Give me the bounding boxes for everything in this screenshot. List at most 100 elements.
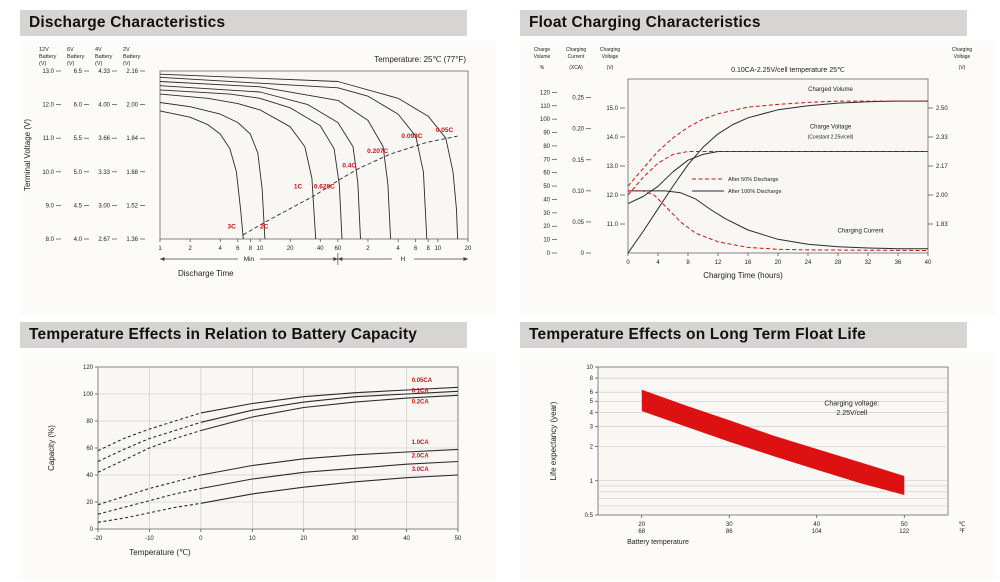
x-tick-label: 40: [317, 246, 324, 252]
y-tick-label: 60: [86, 446, 93, 452]
series-0.628C: [159, 89, 343, 240]
curve-label: 2C: [260, 224, 269, 231]
current-tick-label: 0.05: [572, 220, 584, 226]
volume-tick-label: 0: [547, 251, 551, 257]
x-tick-label: 4: [396, 246, 400, 252]
y-tick-label: 2: [590, 445, 594, 451]
panel-float-charging: Float Charging Characteristics Charge Vol…: [520, 10, 998, 315]
curve-label: 1.0CA: [412, 440, 430, 446]
axis-header: Voltage: [954, 54, 971, 60]
x-tick-label: 8: [249, 246, 253, 252]
y-tick-label: 8: [590, 376, 594, 382]
float-life-title: Temperature Effects on Long Term Float L…: [529, 326, 867, 343]
axis-span-label: H: [401, 256, 406, 263]
y-tick-label: 0.5: [585, 513, 594, 519]
volume-tick-label: 50: [543, 184, 550, 190]
x-tick-label: 28: [835, 260, 842, 266]
axis-unit: (V): [959, 65, 966, 71]
scale-header: (V): [123, 61, 131, 67]
y-axis-label: Capacity (%): [47, 425, 56, 471]
series-1.0CA-dashed: [97, 474, 202, 506]
series-3C: [159, 110, 244, 240]
series-0.207C: [159, 81, 392, 240]
x-axis-label: Charging Time (hours): [703, 271, 783, 280]
y-tick-label: 100: [83, 392, 94, 398]
x-tick-label: 20: [465, 246, 472, 252]
condition-note: 0.10CA-2.25V/cell temperature 25℃: [731, 67, 845, 74]
series-0.2CA: [200, 394, 459, 432]
x-axis-label: Battery temperature: [627, 539, 689, 546]
y-tick-label: 20: [86, 500, 93, 506]
plot-area: [627, 78, 929, 254]
x-tick-label-fahrenheit: 68: [638, 529, 645, 535]
series-0.05CA-dashed: [97, 412, 202, 452]
series-0.093C: [159, 76, 428, 240]
curve-label: 0.207C: [367, 148, 388, 155]
curve-label: 0.2CA: [412, 399, 430, 405]
scale-tick-label: 2.67: [98, 237, 110, 243]
y-tick-label: 5: [590, 399, 594, 405]
discharge-title: Discharge Characteristics: [29, 14, 226, 31]
scale-header: 4V: [95, 47, 102, 53]
volume-tick-label: 110: [540, 104, 550, 110]
x-tick-label: 24: [805, 260, 812, 266]
x-tick-label: 20: [775, 260, 782, 266]
cell-voltage-tick-label: 2.00: [936, 193, 948, 199]
annotation-line-2: 2.25V/cell: [836, 410, 867, 417]
series-3.0CA: [200, 474, 459, 504]
cell-voltage-tick-label: 2.50: [936, 106, 948, 112]
scale-tick-label: 12.0: [42, 103, 54, 109]
volume-tick-label: 70: [543, 157, 550, 163]
curve-label: 0.093C: [401, 133, 422, 140]
voltage-tick-label: 12.0: [606, 193, 618, 199]
series-0.1CA-dashed: [97, 421, 202, 462]
axis-header: Charging: [952, 47, 973, 53]
scale-tick-label: 6.0: [74, 103, 83, 109]
scale-header: 12V: [39, 47, 49, 53]
curve-label: 0.628C: [314, 184, 335, 191]
curve-label: (Constant 2.25v/cell): [808, 134, 854, 140]
arrow-head: [463, 257, 468, 261]
x-tick-label: 16: [745, 260, 752, 266]
discharge-chart: 12VBattery(V)13.012.011.010.09.08.06VBat…: [20, 41, 496, 315]
arrow-head: [333, 257, 338, 261]
series-charged-volume-50: [627, 100, 928, 187]
scale-tick-label: 4.33: [98, 69, 110, 75]
x-tick-label-celsius: 50: [901, 522, 908, 528]
life-expectancy-band: [641, 389, 905, 495]
current-tick-label: 0: [581, 251, 585, 257]
scale-tick-label: 1.84: [126, 136, 138, 142]
x-axis-label: Temperature (℃): [129, 548, 191, 557]
x-tick-label: 36: [895, 260, 902, 266]
axis-header: Volume: [534, 54, 551, 60]
volume-tick-label: 60: [543, 171, 550, 177]
y-tick-label: 10: [586, 365, 593, 371]
y-tick-label: 120: [83, 365, 94, 371]
series-2.0CA-dashed: [97, 487, 202, 515]
volume-tick-label: 40: [543, 197, 550, 203]
x-tick-label: 10: [257, 246, 264, 252]
scale-header: (V): [95, 61, 103, 67]
x-tick-label: 2: [188, 246, 192, 252]
curve-label: Charging Current: [837, 228, 883, 234]
x-tick-label-fahrenheit: 86: [726, 529, 733, 535]
series-0.2CA-dashed: [97, 429, 202, 473]
x-tick-label: 4: [656, 260, 660, 266]
scale-tick-label: 13.0: [42, 69, 54, 75]
temperature-note: Temperature: 25℃ (77°F): [374, 55, 466, 64]
series-end-voltage-locus: [243, 135, 458, 236]
y-tick-label: 3: [590, 424, 594, 430]
x-tick-label: 20: [287, 246, 294, 252]
discharge-header-bar: Discharge Characteristics: [20, 10, 467, 36]
current-tick-label: 0.15: [572, 158, 584, 164]
float-life-header-bar: Temperature Effects on Long Term Float L…: [520, 322, 967, 348]
series-0.05C: [159, 73, 459, 240]
x-tick-label: -10: [145, 536, 154, 542]
axis-header: Current: [568, 54, 585, 60]
volume-tick-label: 30: [543, 211, 550, 217]
x-tick-label-fahrenheit: 104: [812, 529, 823, 535]
volume-tick-label: 90: [543, 131, 550, 137]
y-tick-label: 4: [590, 410, 594, 416]
x-tick-label: 6: [236, 246, 240, 252]
panel-temp-capacity: Temperature Effects in Relation to Batte…: [20, 322, 498, 579]
